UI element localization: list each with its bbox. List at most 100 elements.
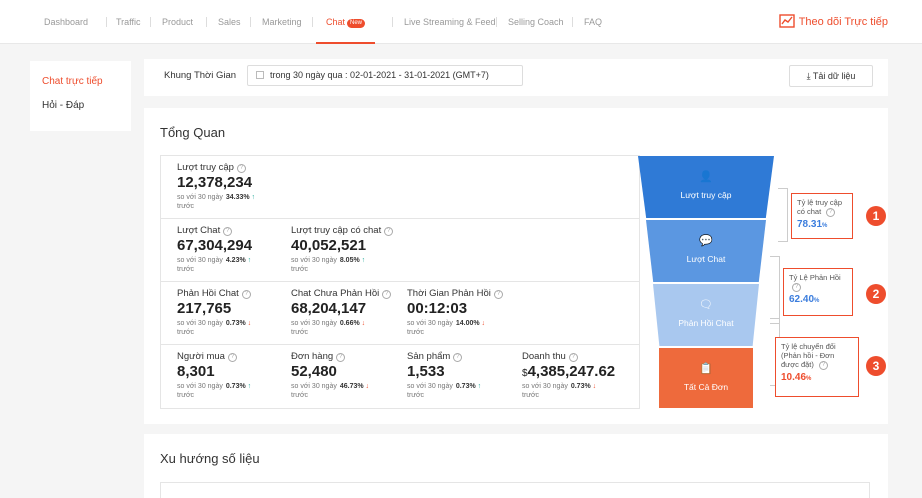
compare-label-2: trước xyxy=(291,329,309,336)
metrics-row-visits: Lượt truy cập? 12,378,234 so với 30 ngày… xyxy=(161,156,639,219)
help-icon[interactable]: ? xyxy=(792,283,801,292)
tab-selling-coach[interactable]: Selling Coach xyxy=(508,17,564,27)
compare-label: so với 30 ngày xyxy=(407,383,453,390)
sidebar-item-live-chat[interactable]: Chat trực tiếp xyxy=(42,76,103,87)
metric-value: 40,052,521 xyxy=(291,237,367,254)
arrow-up-icon: ↑ xyxy=(247,383,252,390)
metric-value: 52,480 xyxy=(291,363,337,380)
help-icon[interactable]: ? xyxy=(826,208,836,217)
compare-label-2: trước xyxy=(177,392,195,399)
metric-name: Lượt Chat xyxy=(177,225,221,236)
help-icon[interactable]: ? xyxy=(384,227,394,236)
tab-faq[interactable]: FAQ xyxy=(584,17,603,27)
arrow-down-icon: ↓ xyxy=(592,383,597,390)
funnel-stage-label: Phản Hồi Chat xyxy=(678,318,734,328)
help-icon[interactable]: ? xyxy=(236,164,246,173)
arrow-up-icon: ↑ xyxy=(361,257,366,264)
reply-icon: 🗨 xyxy=(699,299,713,311)
arrow-down-icon: ↓ xyxy=(361,320,366,327)
tab-chat-label: Chat xyxy=(326,17,346,27)
follow-live-label: Theo dõi Trực tiếp xyxy=(798,16,888,28)
rate-value: 10.46 xyxy=(781,372,807,383)
metric-name: Lượt truy cập xyxy=(177,162,234,173)
metric-unreplied: Chat Chưa Phản Hồi? 68,204,147 so với 30… xyxy=(291,288,407,337)
rate-label: Tỷ lệ truy cập có chat ? xyxy=(797,198,847,217)
help-icon[interactable]: ? xyxy=(336,353,346,362)
rate-value: 78.31 xyxy=(797,219,823,230)
tab-product[interactable]: Product xyxy=(162,17,194,27)
user-icon: 👤 xyxy=(699,171,713,183)
help-icon[interactable]: ? xyxy=(568,353,578,362)
metric-visits: Lượt truy cập? 12,378,234 so với 30 ngày… xyxy=(177,162,377,211)
metric-change: 0.66% xyxy=(339,320,360,327)
help-icon[interactable]: ? xyxy=(227,353,237,362)
download-icon: ⤓ xyxy=(806,71,811,81)
metric-value: 8,301 xyxy=(177,363,215,380)
arrow-up-icon: ↑ xyxy=(251,194,256,201)
metric-chat-replies: Phản Hồi Chat? 217,765 so với 30 ngày 0.7… xyxy=(177,288,293,337)
compare-label: so với 30 ngày xyxy=(522,383,568,390)
compare-label: so với 30 ngày xyxy=(291,383,337,390)
metric-value: 00:12:03 xyxy=(407,300,468,317)
sidebar-item-qa[interactable]: Hỏi - Đáp xyxy=(42,100,85,111)
help-icon[interactable]: ? xyxy=(493,290,503,299)
tab-marketing[interactable]: Marketing xyxy=(262,17,302,27)
compare-label: so với 30 ngày xyxy=(291,320,337,327)
compare-label-2: trước xyxy=(177,329,195,336)
step-number-badge: 1 xyxy=(866,206,886,226)
metric-visits-with-chat: Lượt truy cập có chat? 40,052,521 so với… xyxy=(291,225,471,274)
date-range-picker[interactable]: trong 30 ngày qua : 02-01-2021 - 31-01-2… xyxy=(247,65,523,86)
compare-label: so với 30 ngày xyxy=(177,383,223,390)
help-icon[interactable]: ? xyxy=(223,227,233,236)
follow-live-link[interactable]: Theo dõi Trực tiếp xyxy=(779,0,888,44)
compare-label: so với 30 ngày xyxy=(177,320,223,327)
rate-unit: % xyxy=(822,223,828,229)
funnel-stage-chats: 💬 Lượt Chat xyxy=(646,220,766,282)
help-icon[interactable]: ? xyxy=(241,290,251,299)
tab-live-streaming[interactable]: Live Streaming & Feed xyxy=(404,17,496,27)
metric-change: 0.73% xyxy=(225,383,246,390)
new-badge: New xyxy=(347,19,366,28)
tab-sales[interactable]: Sales xyxy=(218,17,241,27)
metric-change: 8.05% xyxy=(339,257,360,264)
metrics-row-chats: Lượt Chat? 67,304,294 so với 30 ngày 4.23… xyxy=(161,219,639,282)
metric-products: Sản phẩm? 1,533 so với 30 ngày 0.73% ↑ trư… xyxy=(407,351,523,400)
arrow-down-icon: ↓ xyxy=(481,320,486,327)
metric-value: 1,533 xyxy=(407,363,445,380)
rate-box-conversion: Tỷ lệ chuyển đổi (Phản hồi - Đơn được đặ… xyxy=(775,337,859,397)
rate-label: Tỷ Lệ Phản Hồi? xyxy=(789,273,847,292)
time-frame-label: Khung Thời Gian xyxy=(164,70,237,81)
rate-value: 62.40 xyxy=(789,294,815,305)
step-number-badge: 2 xyxy=(866,284,886,304)
metric-change: 46.73% xyxy=(339,383,364,390)
metric-change: 14.00% xyxy=(455,320,480,327)
metric-name: Thời Gian Phản Hồi xyxy=(407,288,491,299)
metric-name: Doanh thu xyxy=(522,351,566,362)
arrow-down-icon: ↓ xyxy=(365,383,370,390)
funnel-connector xyxy=(778,188,788,242)
metric-name: Người mua xyxy=(177,351,225,362)
rate-unit: % xyxy=(806,376,812,382)
funnel-connector xyxy=(770,256,780,324)
metrics-row-replies: Phản Hồi Chat? 217,765 so với 30 ngày 0.7… xyxy=(161,282,639,345)
trends-panel: Xu hướng số liệu xyxy=(144,434,888,498)
metric-value: 67,304,294 xyxy=(177,237,253,254)
metric-name: Sản phẩm xyxy=(407,351,451,362)
help-icon[interactable]: ? xyxy=(382,290,392,299)
compare-label: so với 30 ngày xyxy=(177,194,223,201)
tab-traffic[interactable]: Traffic xyxy=(116,17,141,27)
chat-icon: 💬 xyxy=(699,235,713,247)
tab-chat[interactable]: Chat New xyxy=(316,0,376,44)
tab-separator xyxy=(150,17,151,27)
help-icon[interactable]: ? xyxy=(818,361,828,370)
date-range-value: trong 30 ngày qua : 02-01-2021 - 31-01-2… xyxy=(270,70,489,80)
help-icon[interactable]: ? xyxy=(453,353,463,362)
tab-separator xyxy=(206,17,207,27)
tab-dashboard[interactable]: Dashboard xyxy=(44,17,89,27)
funnel-stage-label: Tất Cả Đơn xyxy=(683,382,729,392)
clipboard-icon: 📋 xyxy=(699,363,713,375)
download-data-button[interactable]: ⤓ Tải dữ liệu xyxy=(789,65,873,87)
tab-separator xyxy=(572,17,573,27)
rate-unit: % xyxy=(814,298,820,304)
rate-label-text: Tỷ lệ chuyển đổi (Phản hồi - Đơn được đặ… xyxy=(781,342,836,369)
